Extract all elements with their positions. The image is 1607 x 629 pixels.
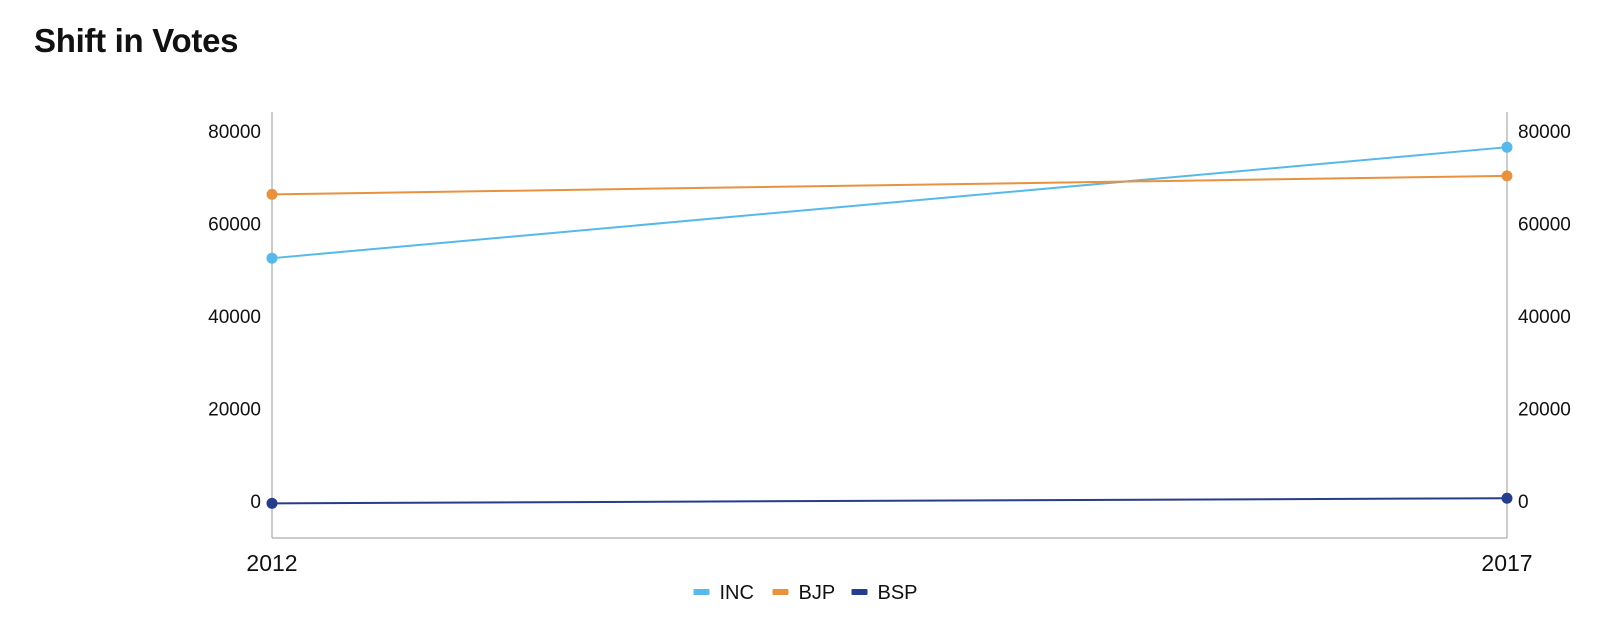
data-point-inc xyxy=(266,252,278,264)
data-point-inc xyxy=(1501,141,1513,153)
y-tick-label-left: 20000 xyxy=(208,400,261,421)
data-point-bsp xyxy=(1501,492,1513,504)
axes: 0 0 20000 20000 40000 40000 60000 60000 80000 800… xyxy=(208,112,1571,576)
legend-swatch-inc xyxy=(693,589,710,595)
legend-swatch-bsp xyxy=(851,589,868,595)
legend-swatch-bjp xyxy=(772,589,789,595)
y-tick-label-right: 0 xyxy=(1518,492,1529,513)
y-tick-label-left: 40000 xyxy=(208,307,261,328)
data-point-bjp xyxy=(266,188,278,200)
y-tick-label-left: 60000 xyxy=(208,215,261,236)
data-point-bjp xyxy=(1501,170,1513,182)
data-point-bsp xyxy=(266,497,278,509)
series-line-inc xyxy=(271,146,1508,260)
y-tick-label-right: 60000 xyxy=(1518,215,1571,236)
y-tick-label-right: 80000 xyxy=(1518,122,1571,143)
chart-title: Shift in Votes xyxy=(34,22,239,59)
series-layer xyxy=(266,141,1513,509)
series-line-bsp xyxy=(271,497,1508,505)
legend-label-inc: INC xyxy=(720,582,754,604)
y-tick-label-left: 0 xyxy=(250,492,261,513)
legend-label-bjp: BJP xyxy=(799,582,836,604)
y-tick-label-right: 20000 xyxy=(1518,400,1571,421)
x-tick-label: 2017 xyxy=(1481,550,1532,576)
x-tick-label: 2012 xyxy=(246,550,297,576)
legend-label-bsp: BSP xyxy=(878,582,918,604)
series-line-bjp xyxy=(271,174,1508,196)
y-tick-label-right: 40000 xyxy=(1518,307,1571,328)
y-tick-label-left: 80000 xyxy=(208,122,261,143)
legend: INC BJP BSP xyxy=(693,582,918,604)
